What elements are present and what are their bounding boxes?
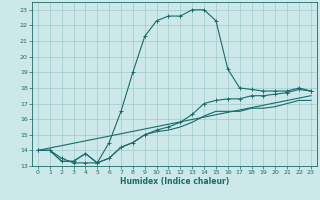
X-axis label: Humidex (Indice chaleur): Humidex (Indice chaleur) (120, 177, 229, 186)
